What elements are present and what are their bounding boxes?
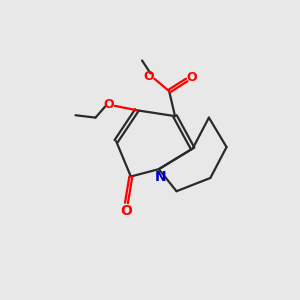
Text: O: O (187, 71, 197, 84)
Text: N: N (154, 170, 166, 184)
Text: O: O (103, 98, 113, 111)
Text: O: O (143, 70, 154, 83)
Text: O: O (121, 204, 132, 218)
